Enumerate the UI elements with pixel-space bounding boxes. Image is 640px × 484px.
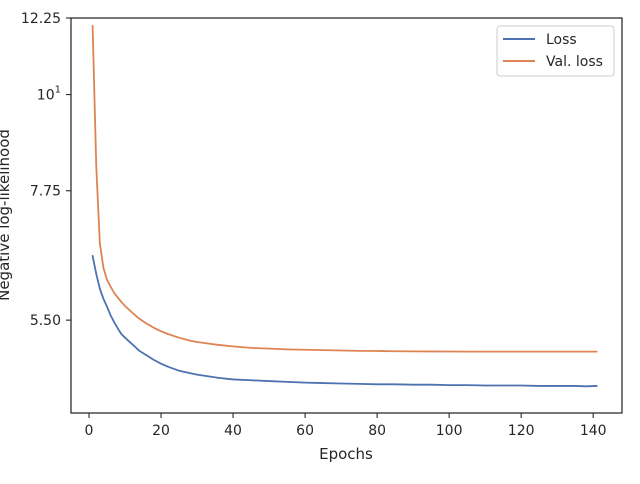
y-tick-label: 7.75 — [30, 184, 61, 200]
y-axis-label: Negative log-likelihood — [0, 129, 13, 301]
x-tick-label: 0 — [85, 423, 94, 439]
y-tick-label: 12.25 — [21, 11, 61, 27]
legend-label-val-loss: Val. loss — [546, 54, 603, 70]
x-tick-label: 120 — [508, 423, 535, 439]
x-tick-label: 80 — [368, 423, 386, 439]
x-tick-label: 140 — [580, 423, 607, 439]
x-tick-label: 40 — [224, 423, 242, 439]
ticks-layer: 0 20 40 60 80 100 120 140 12.25 101 7.75 5.50 — [21, 11, 607, 439]
legend: Loss Val. loss — [496, 25, 615, 77]
x-tick-label: 100 — [436, 423, 463, 439]
x-tick-label: 60 — [296, 423, 314, 439]
x-tick-label: 20 — [152, 423, 170, 439]
plot-frame — [70, 17, 623, 414]
y-tick-label: 5.50 — [30, 313, 61, 329]
series-line-val-loss — [91, 24, 598, 353]
y-tick-label: 101 — [37, 85, 61, 104]
series-layer — [91, 24, 598, 388]
legend-label-loss: Loss — [546, 32, 577, 48]
series-line-loss — [91, 255, 598, 388]
x-axis-label: Epochs — [319, 445, 373, 463]
